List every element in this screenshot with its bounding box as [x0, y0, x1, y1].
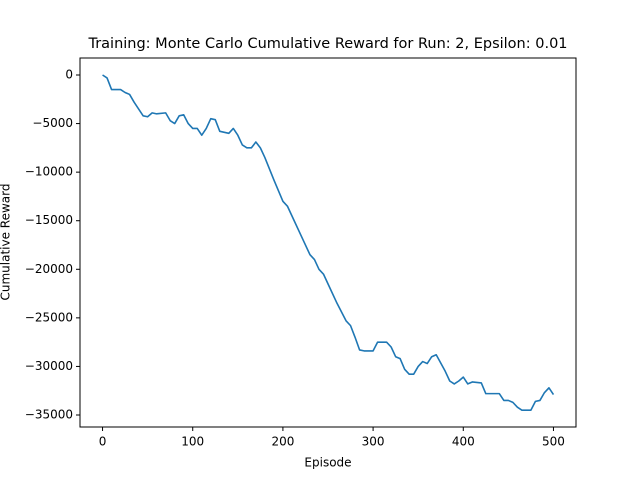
y-tick-label: −35000 — [25, 408, 73, 422]
y-tick-label: −10000 — [25, 165, 73, 179]
y-tick-label: −5000 — [32, 116, 73, 130]
y-tick-label: −20000 — [25, 262, 73, 276]
x-tick-label: 200 — [271, 435, 294, 449]
x-tick-label: 0 — [99, 435, 107, 449]
y-tick-label: −25000 — [25, 310, 73, 324]
axes-frame — [79, 57, 577, 428]
data-line — [102, 74, 555, 411]
x-tick-label: 500 — [542, 435, 565, 449]
x-tick-label: 100 — [181, 435, 204, 449]
x-tick-label: 300 — [362, 435, 385, 449]
y-tick-label: −15000 — [25, 213, 73, 227]
plot-area — [102, 74, 555, 411]
x-tick-label: 400 — [452, 435, 475, 449]
x-axis-label: Episode — [304, 456, 351, 470]
y-tick-label: −30000 — [25, 359, 73, 373]
y-axis-label: Cumulative Reward — [0, 184, 13, 301]
chart-title: Training: Monte Carlo Cumulative Reward … — [87, 36, 567, 52]
y-tick-label: 0 — [65, 68, 73, 82]
